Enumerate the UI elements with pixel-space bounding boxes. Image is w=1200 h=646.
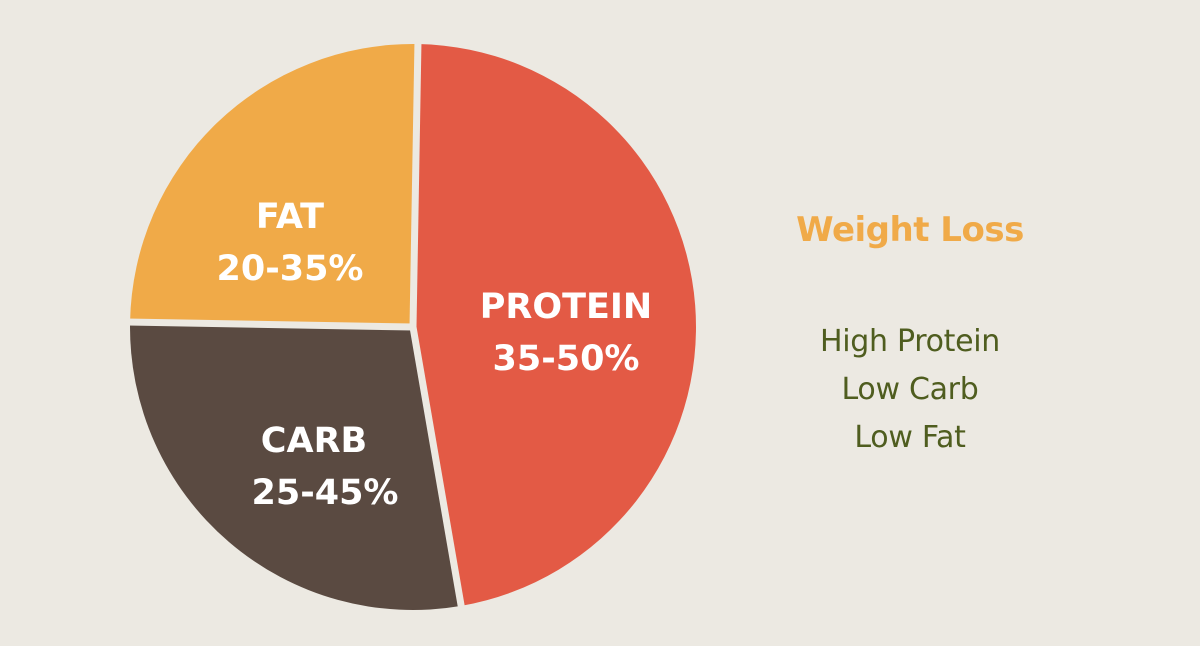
panel-item-low-carb: Low Carb <box>841 372 979 407</box>
slice-separator <box>409 326 466 611</box>
slice-label-fat: FAT <box>256 197 324 237</box>
panel-title: Weight Loss <box>796 210 1024 250</box>
slice-separator <box>125 318 414 331</box>
slice-fat <box>130 44 418 328</box>
panel-item-low-fat: Low Fat <box>854 420 966 455</box>
slice-label-carb: CARB <box>261 421 367 461</box>
pie-slices <box>125 39 696 611</box>
slice-carb <box>130 322 462 610</box>
slice-value-protein: 35-50% <box>492 339 639 379</box>
slice-protein <box>413 44 696 606</box>
slice-value-carb: 25-45% <box>251 473 398 513</box>
slice-label-protein: PROTEIN <box>480 287 652 327</box>
panel-item-high-protein: High Protein <box>819 324 1001 359</box>
pie-labels: PROTEIN 35-50% CARB 25-45% FAT 20-35% <box>216 197 652 513</box>
slice-value-fat: 20-35% <box>216 249 363 289</box>
slice-separator <box>409 39 422 328</box>
info-panel: Weight Loss High Protein Low Carb Low Fa… <box>760 200 1060 462</box>
